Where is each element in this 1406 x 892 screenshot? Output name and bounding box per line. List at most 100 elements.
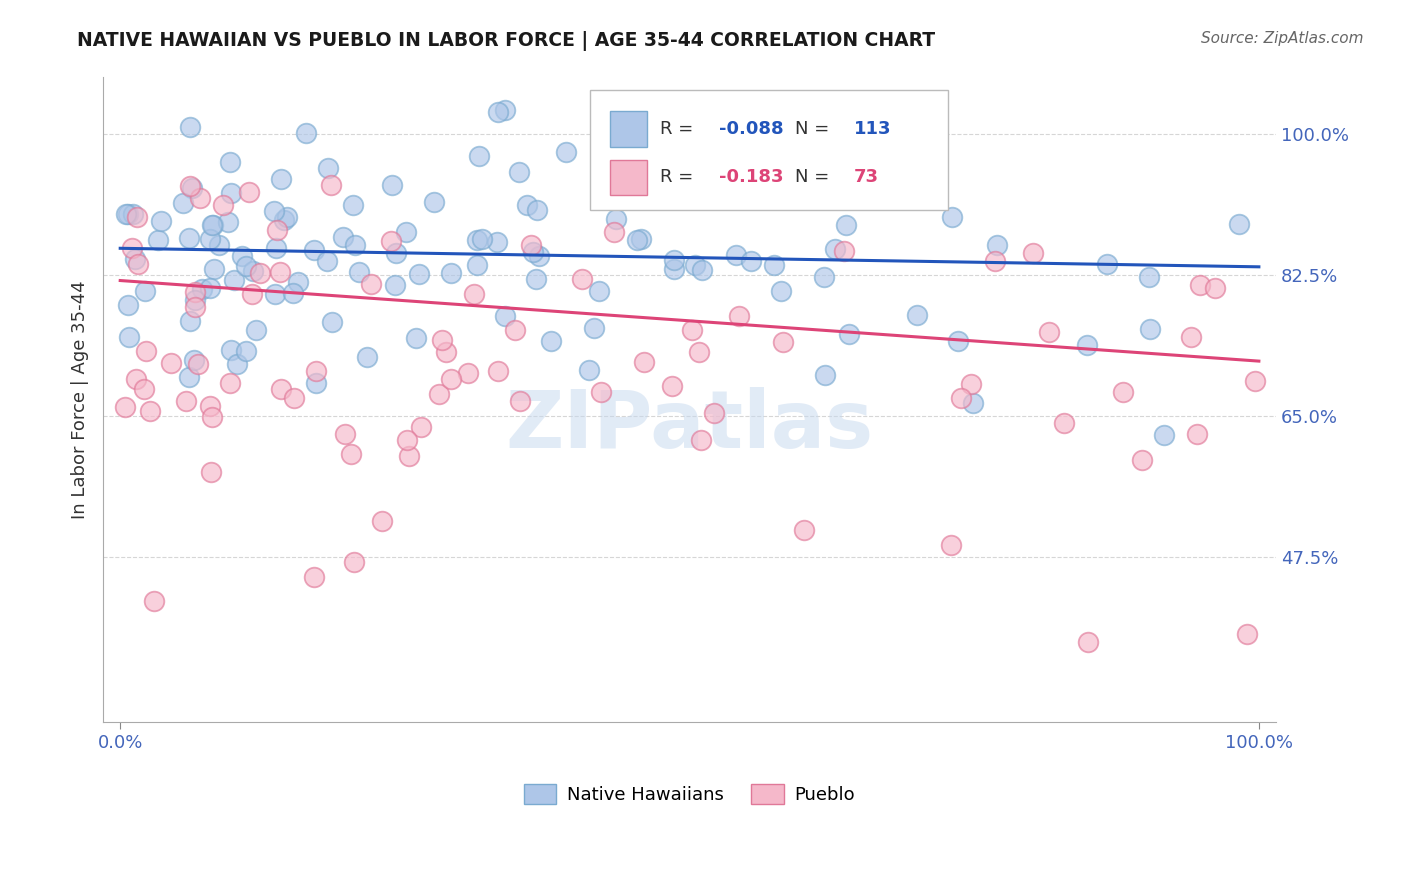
Point (179, 120, 201, 134)
Point (305, 364, 328, 378)
Point (198, 231, 221, 245)
Point (198, 400, 221, 414)
Point (219, 155, 242, 169)
Point (770, 284, 793, 298)
Point (218, 376, 240, 390)
Point (1132, 452, 1154, 467)
Point (905, 308, 928, 322)
Point (139, 404, 162, 418)
Point (385, 245, 408, 260)
Point (125, 372, 148, 386)
Text: R =: R = (661, 120, 699, 138)
Point (380, 234, 402, 248)
Point (238, 185, 260, 199)
Text: 113: 113 (853, 120, 891, 138)
Point (245, 323, 267, 337)
Point (949, 391, 972, 405)
Point (519, 237, 541, 252)
Point (423, 194, 446, 209)
Point (127, 210, 149, 224)
Point (1076, 338, 1098, 352)
Point (150, 214, 173, 228)
Y-axis label: In Labor Force | Age 35-44: In Labor Force | Age 35-44 (72, 280, 89, 519)
Point (179, 178, 201, 193)
Point (941, 211, 963, 225)
Point (224, 273, 246, 287)
Point (1153, 427, 1175, 442)
Point (202, 219, 225, 233)
Point (432, 333, 454, 347)
Point (582, 320, 605, 334)
Point (486, 235, 509, 249)
Point (772, 334, 794, 349)
Point (436, 345, 458, 359)
Point (740, 254, 762, 268)
Point (1236, 626, 1258, 640)
Point (356, 350, 378, 364)
Point (316, 161, 339, 176)
Point (813, 270, 835, 285)
Point (179, 231, 201, 245)
Point (264, 241, 287, 255)
Point (304, 243, 326, 257)
Point (494, 103, 516, 117)
Point (427, 387, 450, 401)
Point (540, 334, 562, 349)
FancyBboxPatch shape (591, 90, 948, 210)
Point (184, 285, 207, 300)
Point (276, 211, 298, 225)
Point (508, 164, 530, 178)
Point (281, 285, 304, 300)
Point (287, 276, 309, 290)
Point (762, 258, 785, 272)
Point (270, 171, 292, 186)
Point (603, 225, 626, 239)
Point (522, 245, 544, 260)
Point (986, 238, 1008, 252)
Point (343, 555, 366, 569)
Point (468, 149, 491, 163)
Text: Source: ZipAtlas.com: Source: ZipAtlas.com (1201, 31, 1364, 46)
Point (181, 181, 204, 195)
Point (738, 153, 761, 167)
Point (824, 243, 846, 257)
Point (589, 385, 612, 400)
Point (384, 277, 406, 292)
Point (114, 400, 136, 414)
Point (588, 284, 610, 298)
Point (184, 293, 207, 308)
Point (183, 300, 205, 314)
Point (959, 376, 981, 391)
Point (270, 382, 292, 396)
Point (690, 433, 713, 447)
Point (630, 232, 652, 246)
Point (332, 230, 354, 244)
Point (440, 372, 463, 386)
Point (486, 104, 509, 119)
Legend: Native Hawaiians, Pueblo: Native Hawaiians, Pueblo (516, 776, 862, 812)
Point (465, 233, 488, 247)
Point (226, 357, 249, 371)
Text: N =: N = (796, 120, 835, 138)
Point (124, 252, 146, 266)
Point (242, 264, 264, 278)
Point (277, 42, 299, 56)
Point (463, 287, 485, 301)
Point (1244, 374, 1267, 388)
Point (838, 326, 860, 341)
Point (832, 244, 855, 259)
Point (115, 206, 138, 220)
Point (305, 376, 328, 390)
Point (381, 178, 404, 192)
Point (662, 261, 685, 276)
Point (266, 223, 288, 237)
Point (176, 393, 198, 408)
Point (793, 523, 815, 537)
Point (302, 570, 325, 584)
Point (190, 282, 212, 296)
Point (1112, 384, 1135, 399)
Point (117, 330, 139, 344)
Point (249, 266, 271, 280)
Point (187, 358, 209, 372)
Point (962, 396, 984, 410)
